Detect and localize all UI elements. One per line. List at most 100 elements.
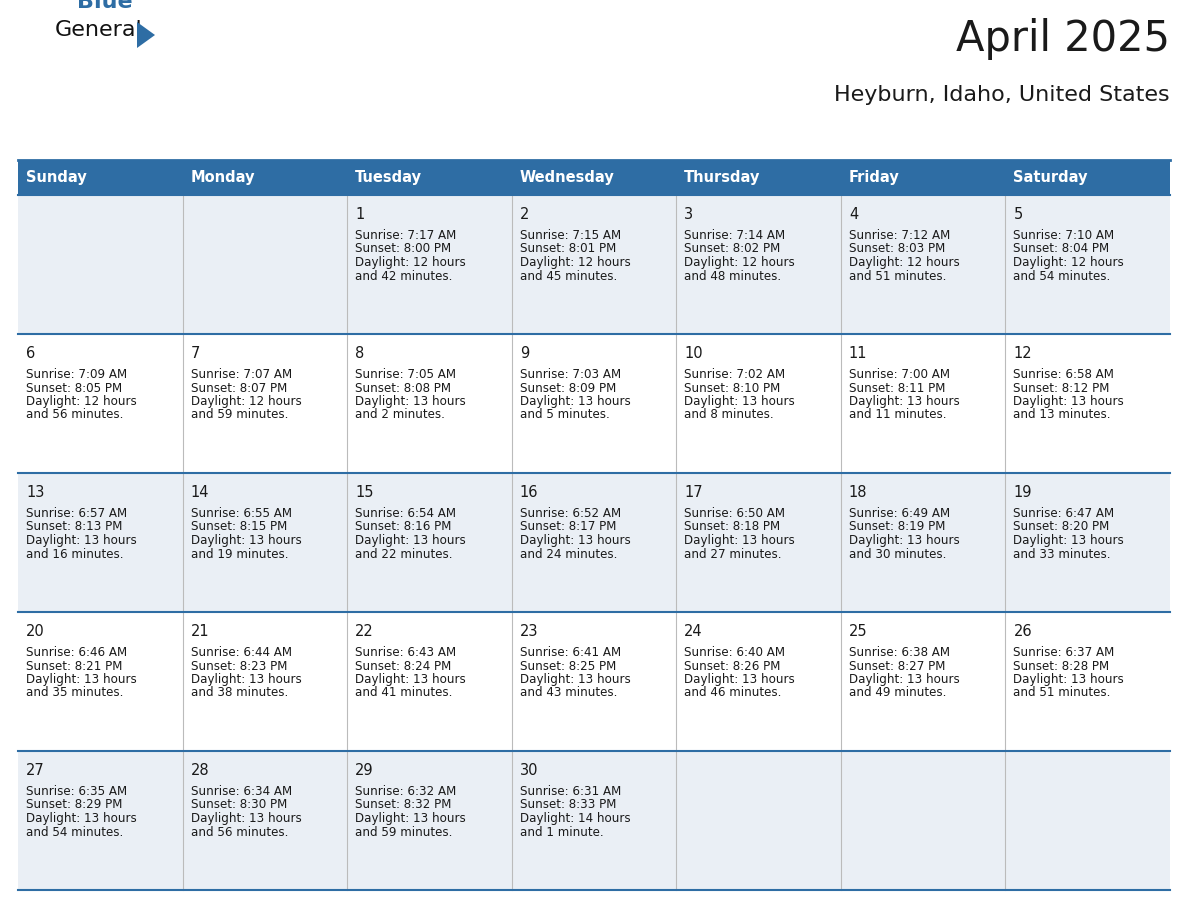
Text: Sunset: 8:08 PM: Sunset: 8:08 PM [355, 382, 451, 395]
Text: Sunset: 8:15 PM: Sunset: 8:15 PM [190, 521, 286, 533]
Text: Daylight: 13 hours: Daylight: 13 hours [684, 534, 795, 547]
Text: Daylight: 12 hours: Daylight: 12 hours [355, 256, 466, 269]
Text: Sunrise: 6:35 AM: Sunrise: 6:35 AM [26, 785, 127, 798]
Text: Sunset: 8:29 PM: Sunset: 8:29 PM [26, 799, 122, 812]
Text: Sunrise: 6:32 AM: Sunrise: 6:32 AM [355, 785, 456, 798]
Text: Daylight: 13 hours: Daylight: 13 hours [190, 812, 302, 825]
Text: Daylight: 13 hours: Daylight: 13 hours [1013, 395, 1124, 408]
Text: Sunrise: 7:05 AM: Sunrise: 7:05 AM [355, 368, 456, 381]
Text: Sunrise: 6:55 AM: Sunrise: 6:55 AM [190, 507, 291, 520]
Text: General: General [55, 20, 143, 40]
Text: Sunset: 8:23 PM: Sunset: 8:23 PM [190, 659, 287, 673]
Text: Thursday: Thursday [684, 170, 760, 185]
Text: 15: 15 [355, 485, 374, 500]
Text: and 42 minutes.: and 42 minutes. [355, 270, 453, 283]
Text: Sunset: 8:02 PM: Sunset: 8:02 PM [684, 242, 781, 255]
Bar [18, 751, 1170, 890]
Text: Sunset: 8:03 PM: Sunset: 8:03 PM [849, 242, 946, 255]
Text: 22: 22 [355, 624, 374, 639]
Text: 24: 24 [684, 624, 703, 639]
Text: and 51 minutes.: and 51 minutes. [1013, 687, 1111, 700]
Text: 20: 20 [26, 624, 45, 639]
Bar [1005, 160, 1170, 195]
Text: and 5 minutes.: and 5 minutes. [519, 409, 609, 421]
Text: Daylight: 13 hours: Daylight: 13 hours [26, 534, 137, 547]
Text: Friday: Friday [849, 170, 899, 185]
Text: Daylight: 13 hours: Daylight: 13 hours [355, 673, 466, 686]
Bar [183, 160, 347, 195]
Text: Sunset: 8:21 PM: Sunset: 8:21 PM [26, 659, 122, 673]
Text: April 2025: April 2025 [956, 18, 1170, 60]
Text: Daylight: 12 hours: Daylight: 12 hours [849, 256, 960, 269]
Text: 4: 4 [849, 207, 858, 222]
Text: Sunrise: 6:40 AM: Sunrise: 6:40 AM [684, 646, 785, 659]
Text: 5: 5 [1013, 207, 1023, 222]
Text: Sunrise: 6:37 AM: Sunrise: 6:37 AM [1013, 646, 1114, 659]
Text: Sunset: 8:30 PM: Sunset: 8:30 PM [190, 799, 286, 812]
Text: Sunset: 8:32 PM: Sunset: 8:32 PM [355, 799, 451, 812]
Text: and 51 minutes.: and 51 minutes. [849, 270, 946, 283]
Text: Heyburn, Idaho, United States: Heyburn, Idaho, United States [834, 85, 1170, 105]
Text: Sunrise: 6:58 AM: Sunrise: 6:58 AM [1013, 368, 1114, 381]
Text: 13: 13 [26, 485, 44, 500]
Bar [18, 195, 1170, 334]
Bar [18, 612, 1170, 751]
Text: Sunset: 8:26 PM: Sunset: 8:26 PM [684, 659, 781, 673]
Text: Sunset: 8:19 PM: Sunset: 8:19 PM [849, 521, 946, 533]
Text: Sunrise: 6:44 AM: Sunrise: 6:44 AM [190, 646, 291, 659]
Text: Sunrise: 6:38 AM: Sunrise: 6:38 AM [849, 646, 950, 659]
Text: Daylight: 13 hours: Daylight: 13 hours [355, 534, 466, 547]
Text: Daylight: 13 hours: Daylight: 13 hours [355, 395, 466, 408]
Text: Sunset: 8:00 PM: Sunset: 8:00 PM [355, 242, 451, 255]
Bar [18, 160, 183, 195]
Text: Sunset: 8:20 PM: Sunset: 8:20 PM [1013, 521, 1110, 533]
Text: 10: 10 [684, 346, 703, 361]
Text: and 54 minutes.: and 54 minutes. [26, 825, 124, 838]
Text: Blue: Blue [77, 0, 133, 12]
Text: 21: 21 [190, 624, 209, 639]
Text: and 49 minutes.: and 49 minutes. [849, 687, 946, 700]
Text: Daylight: 13 hours: Daylight: 13 hours [355, 812, 466, 825]
Text: Sunday: Sunday [26, 170, 87, 185]
Text: Sunrise: 6:49 AM: Sunrise: 6:49 AM [849, 507, 950, 520]
Text: Sunset: 8:12 PM: Sunset: 8:12 PM [1013, 382, 1110, 395]
Text: Sunset: 8:01 PM: Sunset: 8:01 PM [519, 242, 615, 255]
Text: Sunrise: 7:02 AM: Sunrise: 7:02 AM [684, 368, 785, 381]
Text: 19: 19 [1013, 485, 1032, 500]
Text: and 43 minutes.: and 43 minutes. [519, 687, 617, 700]
Text: and 56 minutes.: and 56 minutes. [190, 825, 287, 838]
Text: and 48 minutes.: and 48 minutes. [684, 270, 782, 283]
Text: and 59 minutes.: and 59 minutes. [355, 825, 453, 838]
Text: Sunrise: 7:15 AM: Sunrise: 7:15 AM [519, 229, 621, 242]
Text: Sunrise: 6:50 AM: Sunrise: 6:50 AM [684, 507, 785, 520]
Bar [18, 473, 1170, 612]
Text: Daylight: 13 hours: Daylight: 13 hours [190, 673, 302, 686]
Text: 8: 8 [355, 346, 365, 361]
Text: Sunset: 8:13 PM: Sunset: 8:13 PM [26, 521, 122, 533]
Text: and 1 minute.: and 1 minute. [519, 825, 604, 838]
Text: Sunrise: 6:41 AM: Sunrise: 6:41 AM [519, 646, 621, 659]
Text: and 19 minutes.: and 19 minutes. [190, 547, 287, 561]
Text: Daylight: 13 hours: Daylight: 13 hours [26, 812, 137, 825]
Text: and 2 minutes.: and 2 minutes. [355, 409, 446, 421]
Text: 12: 12 [1013, 346, 1032, 361]
Text: and 45 minutes.: and 45 minutes. [519, 270, 617, 283]
Text: 14: 14 [190, 485, 209, 500]
Text: Sunrise: 6:52 AM: Sunrise: 6:52 AM [519, 507, 621, 520]
Text: and 41 minutes.: and 41 minutes. [355, 687, 453, 700]
Text: Saturday: Saturday [1013, 170, 1088, 185]
Text: and 56 minutes.: and 56 minutes. [26, 409, 124, 421]
Text: Daylight: 13 hours: Daylight: 13 hours [849, 395, 960, 408]
Text: Monday: Monday [190, 170, 255, 185]
Text: Sunrise: 7:14 AM: Sunrise: 7:14 AM [684, 229, 785, 242]
Text: Sunset: 8:16 PM: Sunset: 8:16 PM [355, 521, 451, 533]
Text: 9: 9 [519, 346, 529, 361]
Text: 29: 29 [355, 763, 374, 778]
Text: Daylight: 12 hours: Daylight: 12 hours [519, 256, 631, 269]
Text: Tuesday: Tuesday [355, 170, 422, 185]
Text: Sunset: 8:25 PM: Sunset: 8:25 PM [519, 659, 615, 673]
Text: and 54 minutes.: and 54 minutes. [1013, 270, 1111, 283]
Text: Daylight: 12 hours: Daylight: 12 hours [1013, 256, 1124, 269]
Text: Sunset: 8:28 PM: Sunset: 8:28 PM [1013, 659, 1110, 673]
Text: Daylight: 13 hours: Daylight: 13 hours [519, 534, 631, 547]
